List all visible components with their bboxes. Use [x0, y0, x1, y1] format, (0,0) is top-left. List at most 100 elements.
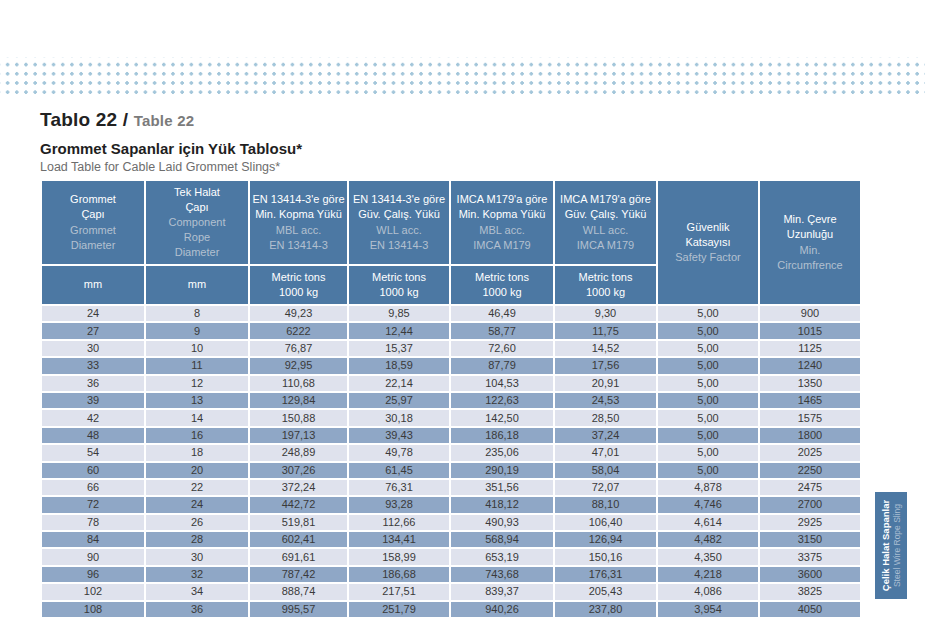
column-header-wll-en13414: EN 13414-3'e göre Güv. Çalış. Yükü WLL a… [349, 181, 449, 264]
header-label-tr: EN 13414-3'e göre Min. Kopma Yükü [250, 192, 347, 222]
table-cell: 60 [42, 463, 144, 478]
table-cell: 27 [42, 323, 144, 338]
table-row: 6020307,2661,45290,1958,045,002250 [42, 463, 860, 478]
table-cell: 36 [146, 602, 248, 617]
header-label-en: MBL acc. IMCA M179 [451, 223, 553, 253]
table-cell: 787,42 [250, 567, 347, 582]
table-cell: 8 [146, 306, 248, 321]
table-row: 8428602,41134,41568,94126,944,4823150 [42, 532, 860, 547]
table-cell: 372,24 [250, 480, 347, 495]
unit-header: mm [42, 266, 144, 304]
table-cell: 18 [146, 445, 248, 460]
table-cell: 1465 [760, 393, 860, 408]
table-cell: 4,086 [658, 584, 758, 599]
table-cell: 251,79 [349, 602, 449, 617]
table-cell: 5,00 [658, 341, 758, 356]
table-cell: 442,72 [250, 497, 347, 512]
table-cell: 14,52 [555, 341, 656, 356]
table-cell: 5,00 [658, 306, 758, 321]
table-cell: 4,350 [658, 549, 758, 564]
table-row: 24849,239,8546,499,305,00900 [42, 306, 860, 321]
table-cell: 3375 [760, 549, 860, 564]
table-cell: 1350 [760, 376, 860, 391]
table-cell: 90 [42, 549, 144, 564]
table-cell: 5,00 [658, 463, 758, 478]
table-row: 9030691,61158,99653,19150,164,3503375 [42, 549, 860, 564]
table-cell: 78 [42, 515, 144, 530]
table-cell: 36 [42, 376, 144, 391]
table-cell: 4,614 [658, 515, 758, 530]
table-cell: 995,57 [250, 602, 347, 617]
table-row: 4816197,1339,43186,1837,245,001800 [42, 428, 860, 443]
header-label-en: WLL acc. EN 13414-3 [349, 223, 449, 253]
table-cell: 106,40 [555, 515, 656, 530]
table-cell: 5,00 [658, 445, 758, 460]
header-label-tr: IMCA M179'a göre Güv. Çalış. Yükü [555, 192, 656, 222]
table-cell: 108 [42, 602, 144, 617]
table-cell: 28 [146, 532, 248, 547]
table-cell: 16 [146, 428, 248, 443]
table-row: 10836995,57251,79940,26237,803,9544050 [42, 602, 860, 617]
table-cell: 37,24 [555, 428, 656, 443]
table-cell: 2250 [760, 463, 860, 478]
table-row: 9632787,42186,68743,68176,314,2183600 [42, 567, 860, 582]
table-cell: 33 [42, 358, 144, 373]
table-cell: 26 [146, 515, 248, 530]
dots-pattern [0, 57, 925, 94]
table-cell: 28,50 [555, 410, 656, 425]
table-cell: 237,80 [555, 602, 656, 617]
table-cell: 4050 [760, 602, 860, 617]
table-cell: 150,88 [250, 410, 347, 425]
table-cell: 2700 [760, 497, 860, 512]
header-label-en: Safety Factor [658, 250, 758, 265]
table-cell: 186,18 [451, 428, 553, 443]
table-cell: 5,00 [658, 376, 758, 391]
table-cell: 150,16 [555, 549, 656, 564]
table-cell: 87,79 [451, 358, 553, 373]
table-cell: 10 [146, 341, 248, 356]
table-cell: 126,94 [555, 532, 656, 547]
table-cell: 2925 [760, 515, 860, 530]
table-cell: 11,75 [555, 323, 656, 338]
column-header-min-circumference: Min. Çevre Uzunluğu Min. Circumfrence [760, 181, 860, 304]
page-title-en: Table 22 [134, 112, 195, 129]
table-row: 7224442,7293,28418,1288,104,7462700 [42, 497, 860, 512]
table-cell: 122,63 [451, 393, 553, 408]
subtitle-tr: Grommet Sapanlar için Yük Tablosu* [40, 140, 302, 157]
page-title: Tablo 22 / Table 22 [40, 109, 302, 131]
table-cell: 4,218 [658, 567, 758, 582]
table-cell: 61,45 [349, 463, 449, 478]
table-cell: 1015 [760, 323, 860, 338]
table-cell: 888,74 [250, 584, 347, 599]
table-cell: 4,482 [658, 532, 758, 547]
column-header-mbl-en13414: EN 13414-3'e göre Min. Kopma Yükü MBL ac… [250, 181, 347, 264]
header-label-tr: EN 13414-3'e göre Güv. Çalış. Yükü [349, 192, 449, 222]
table-cell: 940,26 [451, 602, 553, 617]
table-cell: 691,61 [250, 549, 347, 564]
table-cell: 5,00 [658, 358, 758, 373]
table-cell: 47,01 [555, 445, 656, 460]
subtitle-en: Load Table for Cable Laid Grommet Slings… [40, 160, 302, 174]
unit-header: Metric tons 1000 kg [250, 266, 347, 304]
table-cell: 49,23 [250, 306, 347, 321]
table-cell: 88,10 [555, 497, 656, 512]
table-cell: 4,746 [658, 497, 758, 512]
table-cell: 129,84 [250, 393, 347, 408]
table-cell: 76,31 [349, 480, 449, 495]
table-cell: 20 [146, 463, 248, 478]
table-row: 3612110,6822,14104,5320,915,001350 [42, 376, 860, 391]
table-cell: 217,51 [349, 584, 449, 599]
table-cell: 24,53 [555, 393, 656, 408]
table-cell: 1800 [760, 428, 860, 443]
table-cell: 11 [146, 358, 248, 373]
table-cell: 96 [42, 567, 144, 582]
table-cell: 2475 [760, 480, 860, 495]
table-row: 279622212,4458,7711,755,001015 [42, 323, 860, 338]
table-row: 7826519,81112,66490,93106,404,6142925 [42, 515, 860, 530]
table-cell: 13 [146, 393, 248, 408]
table-row: 4214150,8830,18142,5028,505,001575 [42, 410, 860, 425]
load-table: Grommet Çapı Grommet Diameter Tek Halat … [40, 179, 862, 619]
table-cell: 743,68 [451, 567, 553, 582]
header-label-en: MBL acc. EN 13414-3 [250, 223, 347, 253]
table-cell: 17,56 [555, 358, 656, 373]
